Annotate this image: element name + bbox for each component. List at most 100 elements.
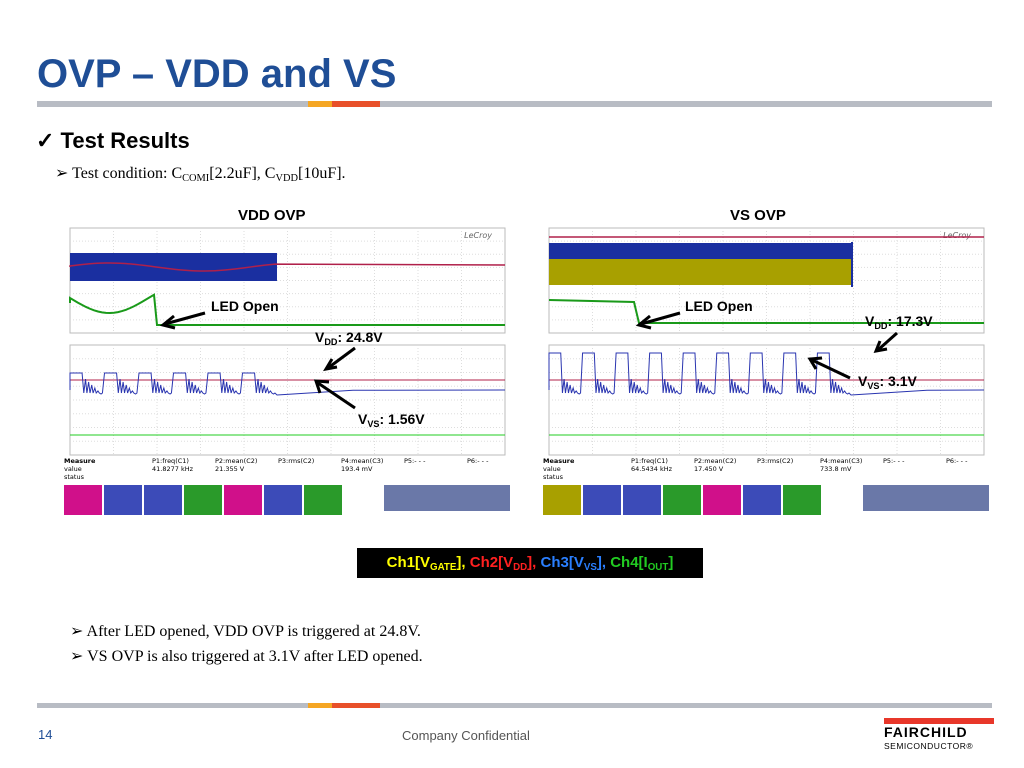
annotation: VDD: 17.3V: [865, 313, 933, 331]
channel-box: [64, 485, 102, 515]
legend-text: ]: [668, 554, 674, 571]
condition: ➢ Test condition: CCOMI[2.2uF], CVDD[10u…: [55, 165, 346, 184]
slide-title: OVP – VDD and VS: [37, 52, 397, 96]
channel-box: [623, 485, 661, 515]
bullet: ➢ VS OVP is also triggered at 3.1V after…: [70, 648, 423, 665]
bullet-text: VS OVP is also triggered at 3.1V after L…: [87, 648, 423, 665]
waveform: [549, 259, 851, 285]
measure-name: P3:rms(C2): [278, 457, 314, 465]
rule-accent: [332, 703, 380, 708]
measure-name: P4:mean(C3): [341, 457, 383, 465]
timebase-box: [863, 485, 989, 511]
measure-value: 193.4 mV: [341, 465, 373, 473]
waveform: [69, 262, 506, 272]
cond-text: [10uF].: [298, 165, 346, 182]
legend-text: Ch4[I: [610, 554, 648, 571]
legend-entry: Ch4[IOUT]: [610, 554, 674, 573]
channel-box: [783, 485, 821, 515]
annotation: LED Open: [211, 298, 279, 314]
channel-legend: Ch1[VGATE], Ch2[VDD], Ch3[VVS], Ch4[IOUT…: [357, 548, 703, 578]
cond-sub: COMI: [182, 173, 210, 184]
legend-text: VS: [583, 562, 597, 573]
logo-sub: SEMICONDUCTOR®: [884, 741, 974, 751]
timebase-box: [384, 485, 510, 511]
waveform: [851, 242, 853, 287]
measure-name: P6:- - -: [946, 457, 968, 465]
scope-title: VDD OVP: [238, 207, 306, 224]
channel-box: [703, 485, 741, 515]
measure-name: P3:rms(C2): [757, 457, 793, 465]
channel-box: [663, 485, 701, 515]
legend-entry: Ch2[VDD],: [469, 554, 537, 573]
page-number: 14: [38, 727, 53, 742]
logo: FAIRCHILD: [884, 724, 968, 740]
scope-brand: LeCroy: [464, 231, 492, 240]
channel-box: [184, 485, 222, 515]
cond-text: Test condition: C: [72, 165, 183, 182]
waveform: [548, 299, 984, 324]
waveform: [69, 293, 505, 326]
annotation: VVS: 3.1V: [858, 373, 917, 391]
measure-name: P2:mean(C2): [215, 457, 257, 465]
channel-box: [304, 485, 342, 515]
channel-box: [264, 485, 302, 515]
section: ✓ Test Results: [36, 128, 190, 153]
measure-value: 21.355 V: [215, 465, 245, 473]
measure-name: P1:freq(C1): [152, 457, 189, 465]
legend-text: OUT: [647, 562, 669, 573]
legend-text: ],: [596, 554, 607, 571]
legend-text: Ch3[V: [540, 554, 584, 571]
channel-box: [583, 485, 621, 515]
cond-sub: VDD: [275, 173, 298, 184]
measure-value: 41.8277 kHz: [152, 465, 194, 473]
measure-name: P5:- - -: [883, 457, 905, 465]
scope-brand: LeCroy: [943, 231, 971, 240]
measure-label: value: [543, 465, 561, 473]
rule-accent: [332, 101, 380, 107]
measure-value: 733.8 mV: [820, 465, 852, 473]
measure-name: P2:mean(C2): [694, 457, 736, 465]
logo-bar: [884, 718, 994, 724]
channel-box: [543, 485, 581, 515]
annotation: VVS: 1.56V: [358, 411, 425, 429]
measure-name: P5:- - -: [404, 457, 426, 465]
legend-text: ],: [456, 554, 466, 571]
section-text: Test Results: [60, 128, 190, 153]
legend-text: DD: [513, 562, 528, 573]
annotation: VDD: 24.8V: [315, 329, 383, 347]
rule-accent: [308, 101, 332, 107]
waveform: [70, 253, 277, 281]
channel-box: [144, 485, 182, 515]
measure-name: P1:freq(C1): [631, 457, 668, 465]
measure-value: 17.450 V: [694, 465, 724, 473]
channel-box: [104, 485, 142, 515]
confidential: Company Confidential: [402, 728, 530, 743]
channel-box: [743, 485, 781, 515]
annotation: LED Open: [685, 298, 753, 314]
legend-text: ],: [527, 554, 537, 571]
waveform: [548, 352, 985, 396]
legend-entry: Ch1[VGATE],: [386, 554, 466, 573]
legend-text: GATE: [430, 562, 457, 573]
legend-text: Ch1[V: [386, 554, 431, 571]
bottom-rule: [37, 703, 992, 708]
measure-label: status: [64, 473, 85, 481]
waveform: [549, 243, 851, 259]
waveform: [69, 372, 506, 396]
rule-accent: [308, 703, 332, 708]
measure-label: Measure: [64, 457, 96, 465]
measure-label: Measure: [543, 457, 575, 465]
bullet-text: After LED opened, VDD OVP is triggered a…: [86, 623, 421, 640]
top-rule: [37, 101, 992, 107]
channel-box: [224, 485, 262, 515]
scope-title: VS OVP: [730, 207, 786, 224]
legend-text: Ch2[V: [469, 554, 514, 571]
measure-value: 64.5434 kHz: [631, 465, 673, 473]
cond-text: [2.2uF], C: [209, 165, 276, 182]
measure-label: value: [64, 465, 82, 473]
legend-entry: Ch3[VVS],: [540, 554, 607, 573]
measure-name: P4:mean(C3): [820, 457, 862, 465]
